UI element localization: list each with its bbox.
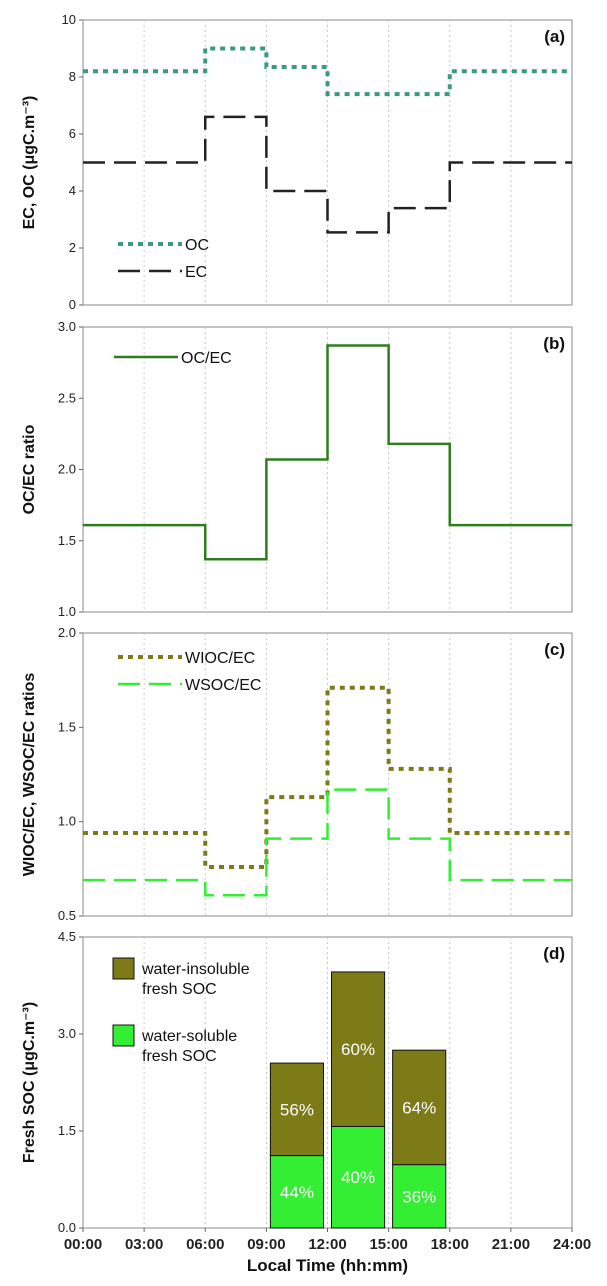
panel-c-ytick-label: 2.0: [58, 625, 76, 640]
panel-d-bar-soluble: [269, 1155, 324, 1229]
panel-a-ylabel: EC, OC (μgC.m⁻³): [21, 96, 38, 230]
x-axis-title: Local Time (hh:mm): [247, 1256, 408, 1275]
panel-d-legend-label: fresh SOC: [142, 981, 217, 998]
xtick-label: 15:00: [369, 1236, 407, 1253]
panel-d-bar-insoluble-pct: 60%: [341, 1040, 375, 1059]
panel-b-ylabel: OC/EC ratio: [21, 424, 38, 514]
panel-a-series-oc: [83, 46, 572, 97]
panel-d-ytick-label: 4.5: [58, 929, 76, 944]
panel-a-ytick-label: 0: [69, 297, 76, 312]
panel-d-bar-soluble-pct: 44%: [280, 1183, 314, 1202]
panel-b-series-oc-ec: [83, 344, 572, 561]
panel-d-bar-soluble-pct: 36%: [402, 1187, 436, 1206]
panel-d-legend-label: fresh SOC: [142, 1048, 217, 1065]
xtick-label: 03:00: [125, 1236, 163, 1253]
xtick-label: 12:00: [308, 1236, 346, 1253]
panel-d-ylabel: Fresh SOC (μgC.m⁻³): [21, 1002, 38, 1163]
panel-c-ytick-label: 1.5: [58, 719, 76, 734]
panel-d-bar-soluble-pct: 40%: [341, 1168, 375, 1187]
xtick-label: 21:00: [492, 1236, 530, 1253]
panel-d-legend-swatch: [112, 957, 135, 980]
panel-b-ytick-label: 3.0: [58, 319, 76, 334]
panel-d-legend-swatch: [112, 1024, 135, 1047]
panel-d-bar-insoluble-pct: 56%: [280, 1100, 314, 1119]
panel-a-ytick-label: 2: [69, 240, 76, 255]
panel-c-legend-label: WSOC/EC: [185, 677, 261, 694]
xtick-label: 24:00: [553, 1236, 591, 1253]
panel-d-legend-label: water-insoluble: [141, 961, 250, 978]
panel-d-label: (d): [543, 944, 565, 963]
panel-c-series-wioc-ec: [83, 685, 572, 869]
panel-a-ytick-label: 8: [69, 69, 76, 84]
panel-b-ytick-label: 1.0: [58, 604, 76, 619]
xtick-label: 18:00: [431, 1236, 469, 1253]
panel-d-bar-insoluble: [269, 1062, 324, 1157]
panel-d-bar-insoluble: [392, 1049, 447, 1166]
panel-b-label: (b): [543, 334, 565, 353]
panel-b-ytick-label: 2.0: [58, 462, 76, 477]
panel-c-ylabel: WIOC/EC, WSOC/EC ratios: [21, 673, 38, 877]
panel-d-ytick-label: 3.0: [58, 1026, 76, 1041]
panel-d-ytick-label: 0.0: [58, 1220, 76, 1235]
xtick-label: 06:00: [186, 1236, 224, 1253]
panel-d-legend-label: water-soluble: [141, 1028, 237, 1045]
panel-c-ytick-label: 1.0: [58, 814, 76, 829]
panel-c-label: (c): [544, 640, 565, 659]
panel-c-legend-label: WIOC/EC: [185, 650, 255, 667]
panel-c-ytick-label: 0.5: [58, 908, 76, 923]
panel-d-bar-soluble: [392, 1164, 447, 1229]
panel-a-label: (a): [544, 27, 565, 46]
panel-a-ytick-label: 10: [62, 12, 76, 27]
xtick-label: 00:00: [64, 1236, 102, 1253]
panel-a-series-ec: [83, 115, 572, 234]
panel-a-ytick-label: 6: [69, 126, 76, 141]
panel-a-legend-label: OC: [185, 237, 209, 254]
panel-d-bar-soluble: [331, 1125, 386, 1229]
panel-b-legend-label: OC/EC: [181, 350, 232, 367]
panel-d-bar-insoluble-pct: 64%: [402, 1098, 436, 1117]
panel-d-bar-insoluble: [331, 971, 386, 1127]
xtick-label: 09:00: [247, 1236, 285, 1253]
panel-a-ytick-label: 4: [69, 183, 76, 198]
panel-d-ytick-label: 1.5: [58, 1123, 76, 1138]
panel-c-series-wsoc-ec: [83, 788, 572, 897]
panel-b-ytick-label: 1.5: [58, 533, 76, 548]
panel-b-ytick-label: 2.5: [58, 390, 76, 405]
panel-a-legend-label: EC: [185, 264, 207, 281]
